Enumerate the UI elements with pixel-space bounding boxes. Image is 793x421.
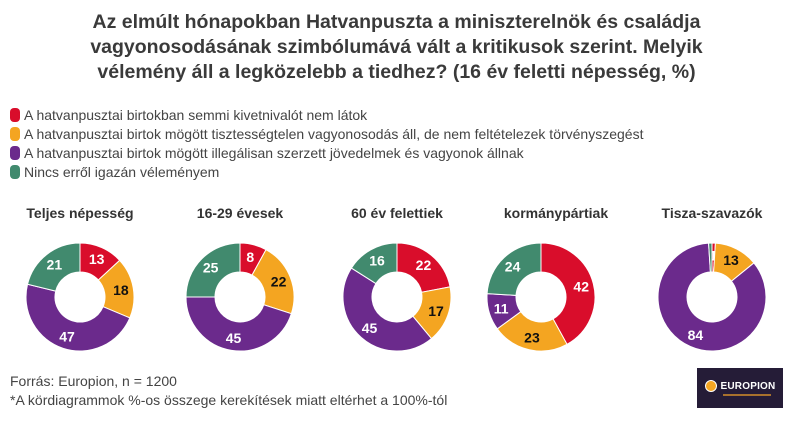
slice-label: 8 — [246, 249, 254, 265]
slice-label: 17 — [428, 303, 444, 319]
title-line-3: vélemény áll a legközelebb a tiedhez? (1… — [97, 61, 696, 83]
donut-slice — [342, 267, 433, 352]
title-line-1: Az elmúlt hónapokban Hatvanpuszta a mini… — [92, 11, 701, 33]
slice-label: 47 — [59, 328, 75, 344]
legend-swatch-orange — [10, 126, 20, 141]
slice-label: 1 — [709, 248, 717, 264]
slice-label: 13 — [723, 252, 739, 268]
slice-label: 16 — [369, 253, 385, 269]
legend-label: A hatvanpusztai birtok mögött tisztesség… — [24, 125, 644, 142]
europion-logo: EUROPION — [697, 368, 783, 408]
chart-title: Az elmúlt hónapokban Hatvanpuszta a mini… — [0, 10, 793, 85]
title-line-2: vagyonosodásának szimbólumává vált a kri… — [90, 36, 703, 58]
panel-title: 60 év felettiek — [351, 205, 443, 221]
slice-label: 23 — [524, 330, 540, 346]
logo-mark-icon — [704, 380, 717, 392]
slice-label: 24 — [505, 259, 521, 275]
legend-swatch-green — [10, 164, 20, 179]
donut-slice — [26, 242, 81, 292]
donut-slice — [185, 296, 292, 352]
donut-slice — [540, 242, 596, 346]
panel-title: Tisza-szavazók — [661, 205, 763, 221]
donut-slice — [25, 283, 131, 352]
slice-label: 45 — [362, 320, 378, 336]
legend-item: A hatvanpusztai birtokban semmi kivetniv… — [10, 105, 643, 124]
slice-label: 21 — [47, 256, 63, 272]
legend-label: A hatvanpusztai birtokban semmi kivetniv… — [24, 106, 368, 123]
logo-text: EUROPION — [720, 380, 776, 392]
footer: Forrás: Europion, n = 1200 *A kördiagram… — [10, 372, 447, 410]
legend-label: A hatvanpusztai birtok mögött illegálisa… — [24, 144, 524, 161]
slice-label: 18 — [113, 282, 129, 298]
slice-label: 11 — [494, 301, 509, 317]
panel-title: Teljes népesség — [26, 205, 134, 221]
legend-swatch-red — [10, 107, 20, 122]
donut-svg: 13 18 47 21 8 22 45 25 22 17 45 16 42 23 11 24 1 13 84 — [25, 242, 767, 352]
donut-slice — [486, 242, 542, 296]
logo-tagline — [723, 394, 771, 396]
legend-label: Nincs erről igazán véleményem — [24, 163, 220, 180]
slice-label: 42 — [573, 279, 589, 295]
slice-label: 22 — [416, 257, 432, 273]
slice-label: 25 — [203, 260, 219, 276]
slice-label: 13 — [89, 251, 105, 267]
legend-item: A hatvanpusztai birtok mögött illegálisa… — [10, 143, 643, 162]
slice-label: 45 — [226, 330, 242, 346]
donut-charts: Teljes népesség 16-29 évesek 60 év felet… — [0, 205, 793, 365]
legend-swatch-purple — [10, 145, 20, 160]
panel-title: kormánypártiak — [503, 205, 609, 221]
legend: A hatvanpusztai birtokban semmi kivetniv… — [10, 105, 643, 181]
legend-item: Nincs erről igazán véleményem — [10, 162, 643, 181]
slice-label: 84 — [688, 327, 704, 343]
donut-slice — [657, 242, 767, 352]
donut-slice — [350, 242, 398, 285]
slice-label: 22 — [271, 274, 287, 290]
donut-slice — [185, 242, 241, 298]
footnote-text: *A kördiagrammok %-os összege kerekítése… — [10, 392, 448, 408]
panel-title: 16-29 évesek — [196, 205, 284, 221]
donut-slice — [708, 242, 713, 273]
source-text: Forrás: Europion, n = 1200 — [10, 373, 177, 389]
legend-item: A hatvanpusztai birtok mögött tisztesség… — [10, 124, 643, 143]
